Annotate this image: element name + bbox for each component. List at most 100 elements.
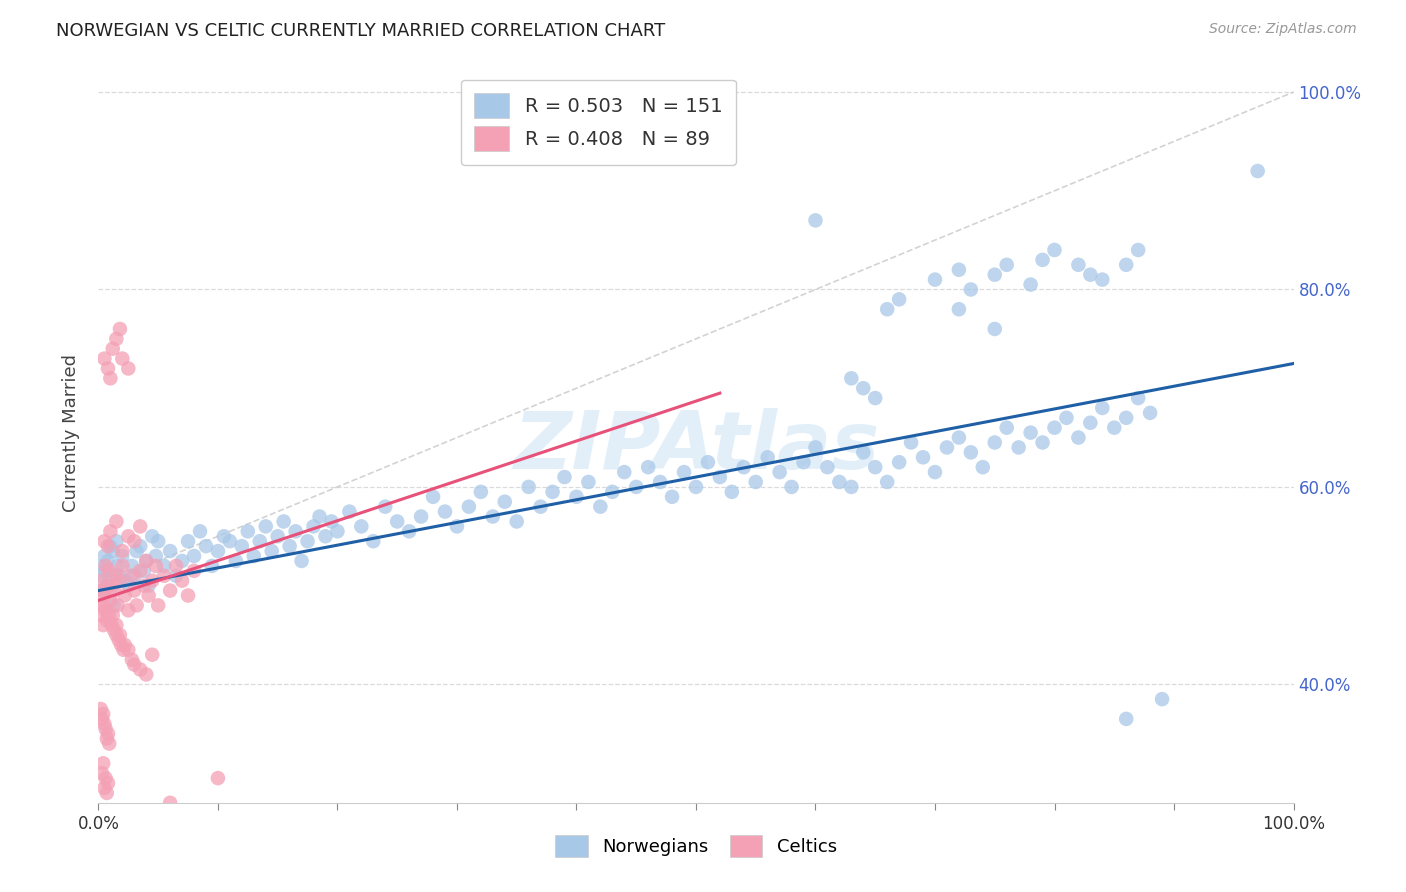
Point — [93, 351, 115, 366]
Point — [1128, 243, 1150, 257]
Point — [90, 574, 112, 588]
Point — [385, 515, 409, 529]
Point — [145, 558, 167, 573]
Point — [446, 519, 468, 533]
Point — [108, 322, 131, 336]
Point — [1032, 435, 1054, 450]
Point — [129, 663, 152, 677]
Point — [108, 568, 131, 582]
Point — [273, 515, 295, 529]
Point — [98, 524, 122, 539]
Point — [207, 544, 229, 558]
Point — [350, 519, 373, 533]
Point — [517, 480, 540, 494]
Point — [948, 262, 970, 277]
Point — [159, 796, 181, 810]
Point — [103, 599, 125, 613]
Point — [852, 445, 875, 459]
Point — [804, 213, 827, 227]
Point — [1032, 252, 1054, 267]
Point — [132, 564, 155, 578]
Point — [481, 509, 505, 524]
Point — [98, 539, 122, 553]
Point — [125, 544, 148, 558]
Point — [105, 618, 128, 632]
Point — [709, 470, 731, 484]
Point — [165, 558, 187, 573]
Point — [177, 589, 200, 603]
Point — [1080, 416, 1102, 430]
Point — [900, 860, 922, 874]
Point — [804, 441, 827, 455]
Point — [231, 539, 253, 553]
Point — [114, 589, 136, 603]
Point — [1152, 692, 1174, 706]
Point — [793, 455, 815, 469]
Point — [121, 558, 143, 573]
Point — [97, 554, 120, 568]
Point — [960, 445, 983, 459]
Point — [1115, 410, 1137, 425]
Point — [841, 371, 863, 385]
Point — [315, 529, 337, 543]
Point — [876, 302, 898, 317]
Point — [98, 737, 121, 751]
Point — [589, 500, 612, 514]
Point — [948, 302, 970, 317]
Point — [865, 460, 887, 475]
Point — [602, 484, 624, 499]
Point — [828, 475, 851, 489]
Point — [984, 435, 1007, 450]
Point — [321, 515, 343, 529]
Point — [470, 484, 492, 499]
Point — [172, 574, 194, 588]
Point — [96, 731, 118, 746]
Point — [1067, 431, 1090, 445]
Point — [90, 702, 112, 716]
Point — [98, 371, 122, 385]
Point — [94, 558, 117, 573]
Point — [188, 524, 211, 539]
Point — [780, 480, 803, 494]
Point — [225, 554, 247, 568]
Point — [111, 558, 134, 573]
Point — [267, 529, 290, 543]
Point — [841, 480, 863, 494]
Point — [124, 583, 146, 598]
Point — [183, 564, 205, 578]
Point — [138, 589, 160, 603]
Point — [108, 574, 131, 588]
Point — [1115, 712, 1137, 726]
Point — [97, 539, 120, 553]
Point — [733, 460, 755, 475]
Point — [124, 657, 146, 672]
Y-axis label: Currently Married: Currently Married — [62, 353, 80, 512]
Point — [111, 351, 134, 366]
Point — [876, 475, 898, 489]
Point — [96, 786, 118, 800]
Text: ZIPAtlas: ZIPAtlas — [513, 409, 879, 486]
Point — [141, 648, 163, 662]
Point — [530, 500, 553, 514]
Point — [101, 579, 124, 593]
Point — [107, 558, 129, 573]
Point — [135, 554, 157, 568]
Point — [236, 524, 259, 539]
Point — [103, 583, 125, 598]
Point — [159, 544, 181, 558]
Point — [948, 431, 970, 445]
Point — [1019, 277, 1042, 292]
Point — [721, 484, 744, 499]
Point — [153, 558, 176, 573]
Point — [900, 435, 922, 450]
Point — [121, 653, 143, 667]
Point — [506, 515, 529, 529]
Point — [91, 583, 114, 598]
Point — [96, 603, 118, 617]
Point — [1080, 268, 1102, 282]
Point — [111, 544, 134, 558]
Point — [117, 361, 139, 376]
Point — [339, 505, 361, 519]
Point — [326, 524, 349, 539]
Point — [685, 480, 707, 494]
